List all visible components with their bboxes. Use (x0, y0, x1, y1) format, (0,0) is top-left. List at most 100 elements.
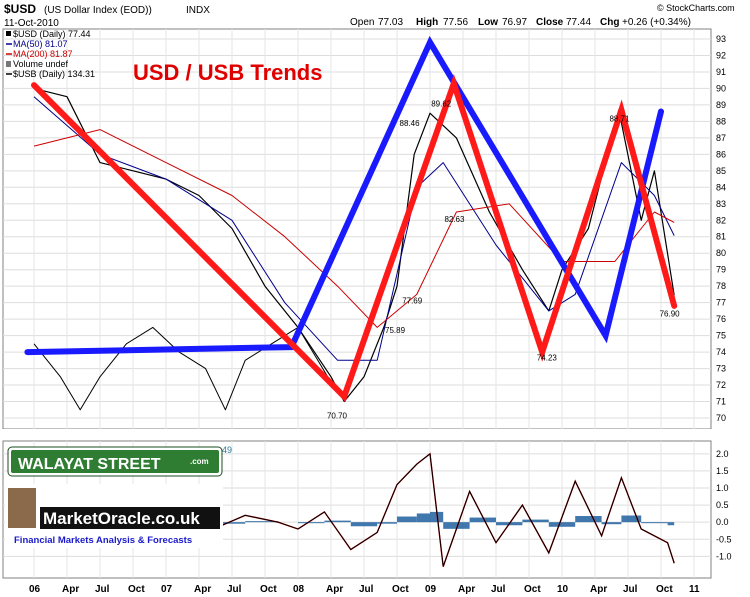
oscillator-bar (522, 519, 549, 523)
legend-price: $USD (Daily) 77.44 (13, 29, 91, 39)
oscillator-tick-label: 1.0 (716, 483, 729, 493)
price-tick-label: 82 (716, 215, 726, 225)
ticker-date: 11-Oct-2010 (4, 18, 59, 29)
oscillator-tick-label: -1.0 (716, 551, 732, 561)
oscillator-time-tick: Oct (524, 584, 541, 595)
oscillator-tick-label: 2.0 (716, 449, 729, 459)
price-tick-label: 78 (716, 281, 726, 291)
oscillator-bar (350, 522, 378, 527)
oscillator-bar (443, 522, 470, 529)
oscillator-time-tick: 10 (557, 584, 569, 595)
price-tick-label: 89 (716, 100, 726, 110)
oscillator-bar (469, 517, 496, 523)
high-value: 77.56 (443, 17, 468, 28)
oscillator-tick-label: 0.5 (716, 500, 729, 510)
legend: $USD (Daily) 77.44 MA(50) 81.07 MA(200) … (6, 29, 95, 79)
oscillator-bar (601, 522, 622, 525)
price-annotation: 74.23 (537, 353, 558, 362)
oscillator-time-tick: Jul (95, 584, 110, 595)
price-tick-label: 83 (716, 199, 726, 209)
price-tick-label: 75 (716, 331, 726, 341)
ma200-line (33, 129, 675, 328)
open-value: 77.03 (378, 17, 403, 28)
price-annotation: 70.70 (327, 411, 348, 420)
oscillator-tick-label: -0.5 (716, 534, 732, 544)
chg-label: Chg (600, 17, 619, 28)
price-tick-label: 70 (716, 413, 726, 423)
oscillator-time-tick: Apr (590, 584, 607, 595)
legend-usb: $USB (Daily) 134.31 (13, 69, 95, 79)
walayat-sign-text: WALAYAT STREET (18, 456, 161, 473)
price-tick-label: 86 (716, 149, 726, 159)
high-label: High (416, 17, 438, 28)
chg-value: +0.26 (+0.34%) (622, 17, 691, 28)
trend-lines (24, 35, 678, 403)
legend-volume: Volume undef (13, 59, 69, 69)
oscillator-time-tick: Apr (194, 584, 211, 595)
usb-line (33, 326, 339, 411)
oscillator-time-tick: Jul (491, 584, 506, 595)
ohlc-readout: Open 77.03 High 77.56 Low 76.97 Close 77… (350, 17, 691, 28)
oscillator-tick-label: 1.5 (716, 466, 729, 476)
price-tick-label: 77 (716, 298, 726, 308)
oscillator-bar (575, 516, 602, 523)
oscillator-time-axis: 06 Apr Jul Oct 07 Apr Jul Oct 08 Apr Jul Oct 09 Apr Ju… (29, 584, 700, 595)
price-tick-label: 84 (716, 182, 726, 192)
oscillator-time-tick: 11 (689, 584, 700, 595)
oscillator-bar (621, 515, 642, 523)
panel-separator (0, 429, 750, 441)
oscillator-time-tick: Oct (260, 584, 277, 595)
oscillator-time-tick: 07 (161, 584, 173, 595)
price-tick-label: 90 (716, 83, 726, 93)
price-tick-label: 85 (716, 166, 726, 176)
oscillator-time-tick: Oct (656, 584, 673, 595)
price-tick-label: 81 (716, 232, 726, 242)
price-annotation: 89.62 (431, 100, 452, 109)
overlay-title: USD / USB Trends (133, 60, 322, 85)
oscillator-axis: -1.0 -0.5 0.0 0.5 1.0 1.5 2.0 (716, 449, 732, 561)
close-label: Close (536, 17, 564, 28)
oscillator-time-tick: Jul (227, 584, 242, 595)
oscillator-bar (298, 522, 325, 524)
oscillator-time-tick: 09 (425, 584, 437, 595)
usd-price-line (33, 87, 675, 403)
walayat-sign-suffix: .com (190, 457, 209, 466)
legend-ma50: MA(50) 81.07 (13, 39, 68, 49)
oscillator-bar (667, 522, 675, 526)
blue-trend-line (24, 35, 664, 356)
price-tick-label: 93 (716, 34, 726, 44)
mo-brand-text: MarketOracle.co.uk (43, 509, 200, 528)
oscillator-bar (205, 522, 246, 524)
price-tick-label: 88 (716, 116, 726, 126)
oscillator-time-tick: 08 (293, 584, 305, 595)
price-tick-label: 76 (716, 314, 726, 324)
oscillator-time-tick: Jul (623, 584, 638, 595)
price-annotation: 77.69 (402, 296, 423, 305)
price-tick-label: 91 (716, 67, 726, 77)
price-tick-label: 92 (716, 50, 726, 60)
walayat-sign-border (7, 446, 223, 477)
ticker-name: (US Dollar Index (EOD)) (44, 5, 152, 16)
mo-tagline-text: Financial Markets Analysis & Forecasts (14, 535, 192, 546)
oscillator-time-tick: Apr (458, 584, 475, 595)
oscillator-bar (641, 522, 668, 524)
oscillator-time-tick: Apr (62, 584, 79, 595)
walayat-street-sign: WALAYAT STREET .com (7, 446, 223, 477)
price-tick-label: 79 (716, 265, 726, 275)
price-annotations: 70.70 75.89 77.69 82.63 88.46 89.62 74.23 88.71… (327, 100, 680, 421)
price-tick-label: 73 (716, 364, 726, 374)
oscillator-tick-label: 0.0 (716, 517, 729, 527)
oscillator-time-tick: Apr (326, 584, 343, 595)
price-tick-label: 72 (716, 380, 726, 390)
oscillator-bar (416, 513, 430, 523)
legend-swatch-volume (6, 61, 11, 67)
close-value: 77.44 (566, 17, 591, 28)
price-annotation: 88.71 (609, 115, 630, 124)
price-tick-label: 71 (716, 397, 726, 407)
mo-logo-bar (40, 507, 220, 529)
oscillator-time-tick: 06 (29, 584, 41, 595)
oscillator-time-tick: Oct (128, 584, 145, 595)
market-oracle-logo: MarketOracle.co.uk Financial Markets Ana… (5, 484, 223, 548)
price-annotation: 75.89 (385, 326, 406, 335)
